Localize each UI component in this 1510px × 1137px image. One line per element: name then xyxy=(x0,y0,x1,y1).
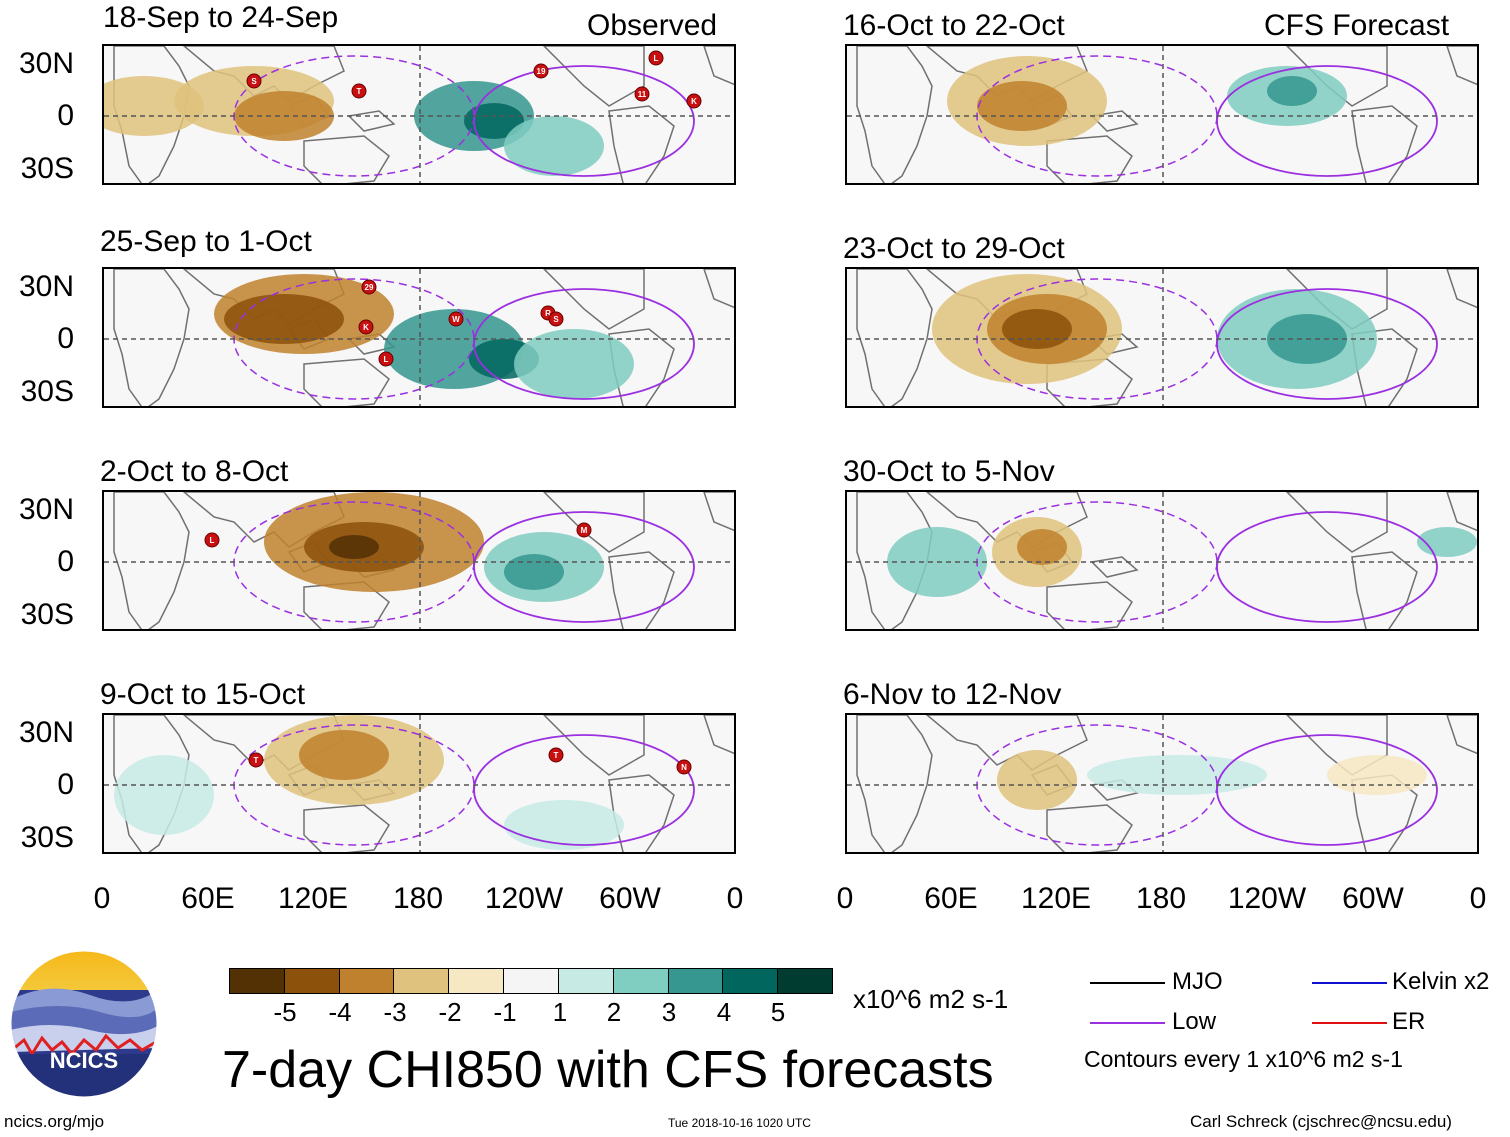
svg-text:S: S xyxy=(251,77,257,86)
svg-text:L: L xyxy=(384,355,389,364)
legend-er-label: ER xyxy=(1392,1008,1426,1035)
footer-url[interactable]: ncics.org/mjo xyxy=(4,1112,105,1131)
colorbar-swatch xyxy=(668,969,724,993)
colorbar-swatch xyxy=(394,969,450,993)
map-panel-observed-2: 29 K L W R S xyxy=(102,267,736,408)
storm-marker: 19 xyxy=(533,63,549,79)
storm-marker: N xyxy=(676,759,692,775)
panel-title: 2-Oct to 8-Oct xyxy=(100,455,289,488)
colorbar-swatch xyxy=(284,969,340,993)
storm-marker: 29 xyxy=(361,279,377,295)
colorbar xyxy=(229,968,833,994)
logo-text: NCICS xyxy=(50,1048,118,1073)
footer-timestamp: Tue 2018-10-16 1020 UTC xyxy=(668,1116,811,1130)
svg-text:S: S xyxy=(553,315,559,324)
colorbar-tick: 2 xyxy=(606,997,622,1027)
legend-kelvin-line xyxy=(1312,982,1387,984)
footer-author[interactable]: Carl Schreck (cjschrec@ncsu.edu) xyxy=(1190,1112,1452,1131)
panel-title: 9-Oct to 15-Oct xyxy=(100,678,306,711)
panel-title: 16-Oct to 22-Oct xyxy=(843,9,1065,42)
storm-marker: T xyxy=(548,747,564,763)
colorbar-swatch xyxy=(723,969,779,993)
svg-text:R: R xyxy=(545,309,551,318)
legend-kelvin-label: Kelvin x2 xyxy=(1392,968,1490,995)
colorbar-tick: -4 xyxy=(328,997,352,1027)
svg-text:K: K xyxy=(363,323,369,332)
storm-marker: K xyxy=(358,319,374,335)
main-title: 7-day CHI850 with CFS forecasts xyxy=(222,1041,994,1099)
colorbar-swatch xyxy=(558,969,614,993)
svg-text:M: M xyxy=(581,526,588,535)
storm-marker: 11 xyxy=(634,86,650,102)
colorbar-tick: -3 xyxy=(383,997,407,1027)
panel-title: 30-Oct to 5-Nov xyxy=(843,455,1055,488)
storm-marker: T xyxy=(248,752,264,768)
svg-text:T: T xyxy=(357,87,362,96)
storm-marker: M xyxy=(576,522,592,538)
colorbar-swatch xyxy=(613,969,669,993)
legend-contours-note: Contours every 1 x10^6 m2 s-1 xyxy=(1084,1046,1403,1072)
colorbar-tick: 1 xyxy=(552,997,568,1027)
ncics-logo: NCICS xyxy=(10,950,158,1098)
colorbar-swatch xyxy=(504,969,559,993)
map-panel-forecast-2 xyxy=(845,267,1479,408)
map-canvas: T T N xyxy=(104,715,734,852)
colorbar-swatch xyxy=(230,969,285,993)
map-canvas: 29 K L W RS xyxy=(104,269,734,406)
storm-marker: T xyxy=(351,83,367,99)
legend-mjo-line xyxy=(1090,982,1165,984)
colorbar-swatch xyxy=(339,969,395,993)
storm-marker: S xyxy=(548,311,564,327)
storm-marker: W xyxy=(448,311,464,327)
svg-text:K: K xyxy=(691,97,697,106)
map-canvas xyxy=(847,715,1477,852)
svg-text:T: T xyxy=(254,756,259,765)
map-canvas xyxy=(847,492,1477,629)
storm-marker: L xyxy=(648,50,664,66)
colorbar-swatch xyxy=(449,969,505,993)
colorbar-tick: 4 xyxy=(716,997,732,1027)
map-canvas xyxy=(847,46,1477,183)
svg-text:L: L xyxy=(654,54,659,63)
colorbar-tick: -1 xyxy=(493,997,517,1027)
svg-text:W: W xyxy=(452,315,460,324)
colorbar-tick: -5 xyxy=(273,997,297,1027)
legend-low-line xyxy=(1090,1022,1165,1024)
colorbar-swatch xyxy=(778,969,832,993)
svg-text:L: L xyxy=(210,536,215,545)
map-canvas: LM xyxy=(104,492,734,629)
svg-text:11: 11 xyxy=(638,90,647,99)
svg-text:19: 19 xyxy=(537,67,546,76)
panel-title: 6-Nov to 12-Nov xyxy=(843,678,1062,711)
storm-marker: L xyxy=(204,532,220,548)
storm-marker: L xyxy=(378,351,394,367)
forecast-label: CFS Forecast xyxy=(1264,9,1450,42)
legend-low-label: Low xyxy=(1172,1008,1217,1035)
panel-title: 18-Sep to 24-Sep xyxy=(103,1,339,34)
observed-label: Observed xyxy=(587,9,718,42)
map-canvas: S T 19 L 11 K xyxy=(104,46,734,183)
colorbar-tick: -2 xyxy=(438,997,462,1027)
storm-marker: S xyxy=(246,73,262,89)
svg-text:29: 29 xyxy=(365,283,374,292)
map-panel-observed-4: T T N xyxy=(102,713,736,854)
legend-mjo-label: MJO xyxy=(1172,968,1223,995)
svg-text:T: T xyxy=(554,751,559,760)
storm-marker: K xyxy=(686,93,702,109)
map-panel-forecast-1 xyxy=(845,44,1479,185)
colorbar-units: x10^6 m2 s-1 xyxy=(853,984,1009,1014)
map-panel-forecast-4 xyxy=(845,713,1479,854)
map-panel-observed-1: S T 19 L 11 K xyxy=(102,44,736,185)
colorbar-tick: 3 xyxy=(661,997,677,1027)
panel-title: 25-Sep to 1-Oct xyxy=(100,225,312,258)
svg-text:N: N xyxy=(681,763,687,772)
map-panel-forecast-3 xyxy=(845,490,1479,631)
legend-er-line xyxy=(1312,1022,1387,1024)
colorbar-tick: 5 xyxy=(770,997,786,1027)
map-canvas xyxy=(847,269,1477,406)
panel-title: 23-Oct to 29-Oct xyxy=(843,232,1065,265)
